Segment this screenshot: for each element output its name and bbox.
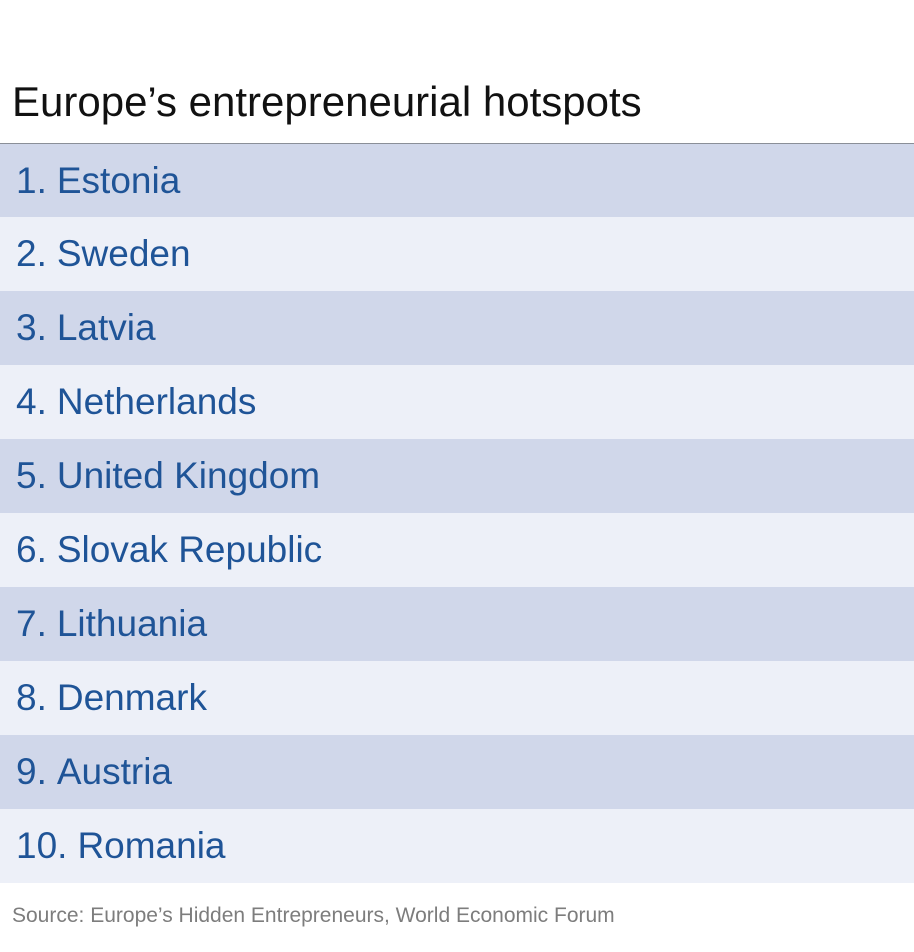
country-name: Romania bbox=[77, 825, 226, 866]
country-name: Austria bbox=[56, 751, 173, 792]
chart-title: Europe’s entrepreneurial hotspots bbox=[12, 78, 642, 125]
rank-number: 10. bbox=[16, 825, 68, 866]
country-name: Latvia bbox=[56, 307, 156, 348]
country-name: Sweden bbox=[56, 233, 191, 274]
table-row: 3. Latvia bbox=[0, 291, 914, 365]
country-name: Netherlands bbox=[56, 381, 257, 422]
table-row: 5. United Kingdom bbox=[0, 439, 914, 513]
rank-number: 2. bbox=[16, 233, 47, 274]
table-row: 9. Austria bbox=[0, 735, 914, 809]
table-row: 1. Estonia bbox=[0, 144, 914, 217]
rank-number: 6. bbox=[16, 529, 47, 570]
table-row: 10. Romania bbox=[0, 809, 914, 883]
ranking-table: 1. Estonia 2. Sweden 3. Latvia 4. Nether… bbox=[0, 144, 914, 883]
source-note: Source: Europe’s Hidden Entrepreneurs, W… bbox=[12, 904, 615, 927]
rank-number: 9. bbox=[16, 751, 47, 792]
country-name: Denmark bbox=[56, 677, 207, 718]
rank-number: 1. bbox=[16, 159, 47, 201]
table-row: 8. Denmark bbox=[0, 661, 914, 735]
country-name: Lithuania bbox=[56, 603, 208, 644]
country-name: Estonia bbox=[56, 159, 181, 201]
country-name: United Kingdom bbox=[56, 455, 321, 496]
table-row: 7. Lithuania bbox=[0, 587, 914, 661]
rank-number: 8. bbox=[16, 677, 47, 718]
rank-number: 3. bbox=[16, 307, 47, 348]
rank-number: 7. bbox=[16, 603, 47, 644]
country-name: Slovak Republic bbox=[56, 529, 323, 570]
table-row: 4. Netherlands bbox=[0, 365, 914, 439]
table-row: 6. Slovak Republic bbox=[0, 513, 914, 587]
rank-number: 5. bbox=[16, 455, 47, 496]
table-row: 2. Sweden bbox=[0, 217, 914, 291]
rank-number: 4. bbox=[16, 381, 47, 422]
title-divider bbox=[0, 143, 914, 144]
